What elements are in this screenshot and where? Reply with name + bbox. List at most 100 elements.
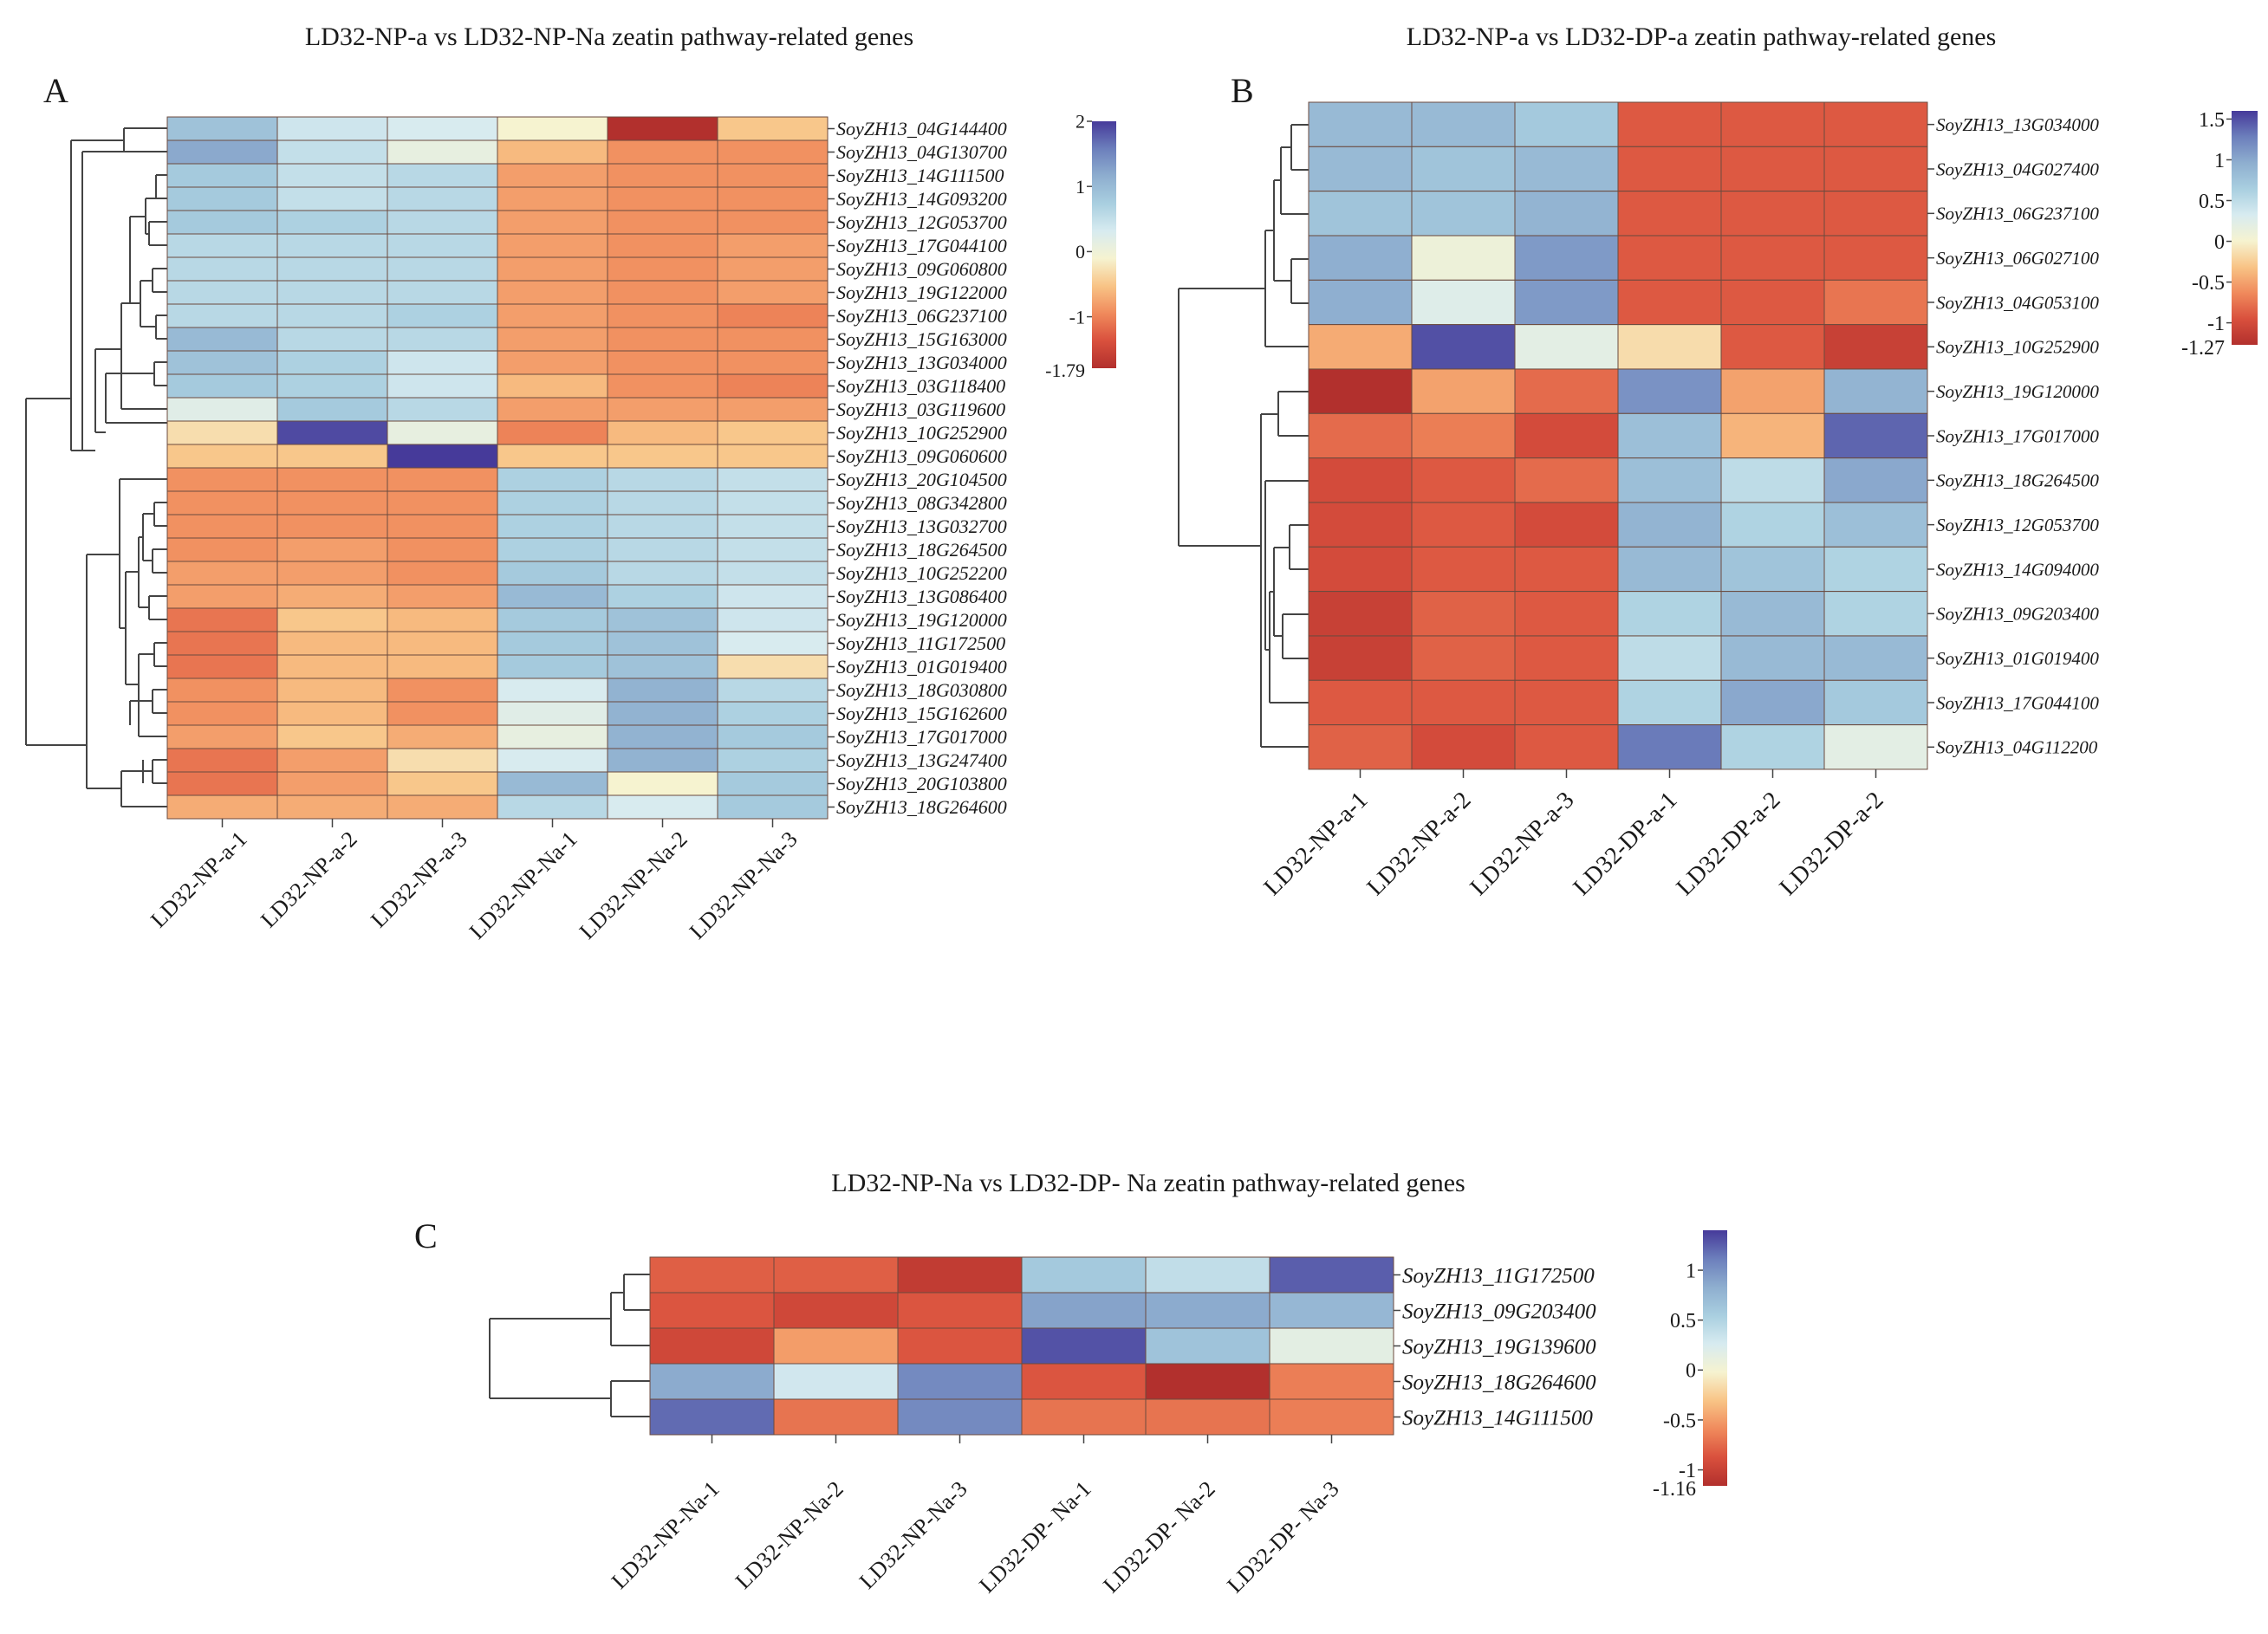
heatmap-cell <box>497 794 608 820</box>
heatmap-cell <box>607 373 718 399</box>
row-label: SoyZH13_09G060600 <box>836 445 1007 467</box>
row-label: SoyZH13_08G342800 <box>836 492 1007 514</box>
colorbar-tick-label: 1 <box>1076 176 1085 198</box>
heatmap-cell <box>166 724 278 749</box>
heatmap-cell <box>387 678 498 703</box>
heatmap-cell <box>717 701 829 726</box>
heatmap-cell <box>497 233 608 258</box>
row-label: SoyZH13_11G172500 <box>836 632 1005 654</box>
column-label: LD32-DP-a-2 <box>1672 787 1786 901</box>
row-label: SoyZH13_19G122000 <box>836 282 1007 303</box>
heatmap-cell <box>649 1256 775 1294</box>
panel-a-colorbar: 2 1 0 -1 -1.79 <box>1045 111 1116 381</box>
heatmap-cell <box>607 327 718 352</box>
colorbar-tick-label: 0.5 <box>1670 1310 1696 1332</box>
heatmap-cell <box>1720 146 1825 192</box>
heatmap-cell <box>1411 635 1516 681</box>
heatmap-cell <box>166 163 278 188</box>
heatmap-cell <box>607 303 718 328</box>
heatmap-cell <box>717 771 829 796</box>
heatmap-cell <box>276 678 388 703</box>
row-label: SoyZH13_03G118400 <box>836 375 1005 397</box>
column-label: LD32-NP-a-2 <box>1362 787 1477 901</box>
row-label: SoyZH13_17G017000 <box>1936 425 2099 446</box>
panel-a-label: A <box>43 71 68 110</box>
heatmap-cell <box>607 607 718 632</box>
heatmap-cell <box>1823 635 1928 681</box>
row-label: SoyZH13_04G130700 <box>836 141 1007 163</box>
heatmap-cell <box>387 373 498 399</box>
heatmap-cell <box>166 467 278 492</box>
row-label: SoyZH13_09G203400 <box>1936 604 2099 625</box>
panel-a-row-labels: SoyZH13_04G144400SoyZH13_04G130700SoyZH1… <box>828 118 1007 818</box>
row-label: SoyZH13_11G172500 <box>1402 1264 1595 1287</box>
heatmap-cell <box>1411 279 1516 326</box>
heatmap-cell <box>607 654 718 679</box>
heatmap-cell <box>897 1292 1023 1329</box>
heatmap-cell <box>276 397 388 422</box>
heatmap-cell <box>387 584 498 609</box>
row-label: SoyZH13_14G093200 <box>836 188 1007 210</box>
heatmap-cell <box>607 748 718 773</box>
panel-c-colorbar: 1 0.5 0 -0.5 -1-1.16 <box>1653 1230 1727 1501</box>
heatmap-cell <box>607 678 718 703</box>
heatmap-cell <box>1308 502 1413 548</box>
heatmap-cell <box>497 210 608 235</box>
row-label: SoyZH13_15G163000 <box>836 328 1007 350</box>
heatmap-cell <box>166 514 278 539</box>
heatmap-cell <box>387 490 498 515</box>
heatmap-cell <box>1617 546 1722 593</box>
heatmap-cell <box>1617 279 1722 326</box>
panel-b: LD32-NP-a vs LD32-DP-a zeatin pathway-re… <box>1178 23 2258 901</box>
heatmap-cell <box>276 280 388 305</box>
heatmap-cell <box>497 631 608 656</box>
heatmap-cell <box>1823 546 1928 593</box>
colorbar-tick-label: -1 <box>1679 1460 1696 1482</box>
heatmap-cell <box>276 327 388 352</box>
colorbar-min-label: -1.16 <box>1653 1478 1696 1501</box>
heatmap-cell <box>1514 368 1619 414</box>
heatmap-cell <box>1514 191 1619 237</box>
heatmap-cell <box>1720 412 1825 459</box>
heatmap-cell <box>387 631 498 656</box>
heatmap-cell <box>717 794 829 820</box>
heatmap-cell <box>276 537 388 562</box>
heatmap-cell <box>717 748 829 773</box>
heatmap-cell <box>1720 101 1825 147</box>
heatmap-cell <box>1411 324 1516 370</box>
column-label: LD32-NP-a-1 <box>1259 787 1374 901</box>
heatmap-cell <box>166 256 278 282</box>
column-label: LD32-NP-Na-3 <box>685 827 803 944</box>
heatmap-cell <box>1823 191 1928 237</box>
heatmap-cell <box>276 607 388 632</box>
row-label: SoyZH13_19G120000 <box>836 609 1007 631</box>
row-label: SoyZH13_17G044100 <box>1936 692 2099 713</box>
panel-c-dendrogram <box>489 1274 650 1417</box>
heatmap-cell <box>1308 635 1413 681</box>
heatmap-cell <box>1411 368 1516 414</box>
heatmap-cell <box>1411 457 1516 503</box>
heatmap-cell <box>1411 235 1516 281</box>
row-label: SoyZH13_09G060800 <box>836 258 1007 280</box>
heatmap-cell <box>649 1327 775 1365</box>
heatmap-cell <box>1269 1256 1394 1294</box>
heatmap-cell <box>607 397 718 422</box>
heatmap-cell <box>497 280 608 305</box>
heatmap-cell <box>1269 1363 1394 1400</box>
heatmap-cell <box>387 139 498 165</box>
heatmap-cell <box>717 256 829 282</box>
heatmap-cell <box>1514 635 1619 681</box>
heatmap-cell <box>276 444 388 469</box>
heatmap-cell <box>1823 146 1928 192</box>
heatmap-cell <box>497 748 608 773</box>
heatmap-cell <box>649 1363 775 1400</box>
heatmap-cell <box>607 490 718 515</box>
heatmap-cell <box>497 420 608 445</box>
row-label: SoyZH13_06G237100 <box>836 305 1007 327</box>
heatmap-cell <box>1308 235 1413 281</box>
heatmap-cell <box>276 771 388 796</box>
panel-b-cells <box>1308 101 1928 770</box>
heatmap-cell <box>1145 1327 1270 1365</box>
heatmap-cell <box>1823 502 1928 548</box>
